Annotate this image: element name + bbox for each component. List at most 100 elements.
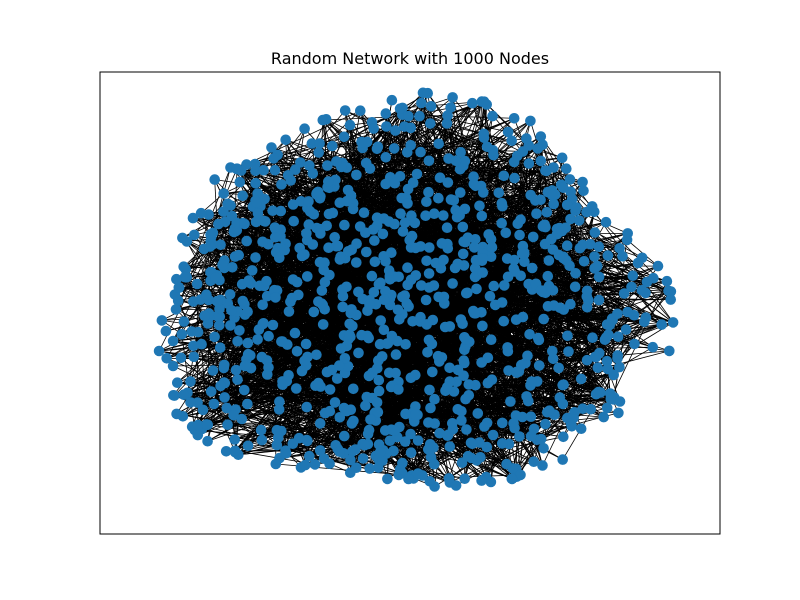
network-node [242, 398, 253, 410]
network-node [229, 434, 240, 445]
network-node [501, 458, 512, 470]
network-node [258, 165, 269, 176]
network-node [389, 425, 400, 437]
network-edge [603, 233, 629, 418]
network-node [445, 102, 456, 113]
network-node [380, 425, 391, 436]
network-edge [581, 374, 614, 380]
network-node [329, 397, 341, 408]
network-node [577, 403, 589, 415]
network-node [468, 171, 479, 182]
network-node [528, 423, 540, 435]
network-node [233, 249, 244, 261]
network-node [571, 202, 582, 213]
network-edge [448, 460, 477, 479]
network-node [652, 260, 664, 272]
network-node [363, 424, 375, 436]
network-node [546, 233, 557, 245]
network-node [377, 228, 389, 240]
network-node [323, 208, 335, 220]
network-node [476, 210, 488, 222]
network-node [394, 314, 405, 325]
network-node [496, 217, 508, 229]
network-node [581, 302, 593, 313]
network-node [291, 346, 303, 357]
network-node [302, 435, 313, 447]
network-node [475, 452, 486, 463]
network-node [414, 110, 425, 122]
network-node [221, 402, 233, 414]
network-node [589, 251, 600, 262]
network-node [425, 118, 436, 129]
network-node [378, 324, 390, 336]
network-node [355, 105, 366, 116]
network-node [218, 188, 229, 199]
network-node [614, 396, 626, 407]
network-node [488, 280, 500, 292]
network-node [463, 379, 475, 390]
network-edge [173, 340, 563, 386]
network-node [458, 236, 470, 247]
network-node [402, 279, 414, 291]
network-node [178, 316, 190, 327]
network-node [598, 411, 609, 423]
network-node [590, 388, 602, 400]
network-node [313, 377, 324, 389]
network-node [344, 119, 356, 131]
network-node [239, 384, 250, 396]
network-node [543, 255, 555, 266]
network-node [565, 213, 576, 225]
network-node [204, 241, 216, 252]
network-node [477, 267, 489, 278]
network-node [390, 125, 401, 136]
network-node [373, 374, 385, 386]
network-node [428, 208, 440, 219]
network-node [397, 226, 409, 237]
network-node [269, 222, 281, 233]
network-node [423, 444, 434, 455]
network-node [319, 257, 330, 269]
network-node [224, 289, 236, 300]
network-node [470, 234, 481, 245]
network-edge [415, 230, 563, 415]
network-node [348, 383, 359, 395]
network-node [496, 297, 508, 308]
network-node [515, 270, 526, 282]
network-node [287, 438, 299, 450]
network-node [456, 415, 467, 426]
network-node [236, 413, 248, 425]
network-node [407, 316, 418, 327]
network-node [452, 404, 464, 415]
network-node [402, 198, 413, 209]
network-node [242, 348, 254, 360]
network-edge [208, 152, 320, 314]
network-node [399, 436, 411, 447]
network-node [368, 287, 380, 298]
network-node [547, 189, 558, 201]
network-node [316, 285, 328, 296]
network-node [230, 364, 242, 376]
network-node [207, 365, 219, 376]
network-node [331, 373, 343, 384]
network-node [334, 412, 346, 423]
network-node [250, 177, 261, 189]
network-node [565, 418, 577, 430]
network-node [394, 464, 406, 475]
network-node [334, 446, 345, 458]
network-node [604, 388, 616, 399]
network-node [195, 207, 207, 219]
network-node [368, 123, 380, 134]
network-node [187, 212, 199, 224]
network-node [438, 210, 449, 221]
network-node [627, 270, 639, 282]
network-node [347, 445, 358, 457]
network-node [441, 118, 453, 129]
network-node [405, 428, 416, 440]
network-node [263, 330, 274, 342]
network-node [351, 169, 362, 181]
network-node [156, 315, 168, 326]
network-node [311, 349, 322, 361]
network-node [394, 103, 406, 114]
network-node [317, 319, 329, 330]
network-node [171, 408, 182, 420]
